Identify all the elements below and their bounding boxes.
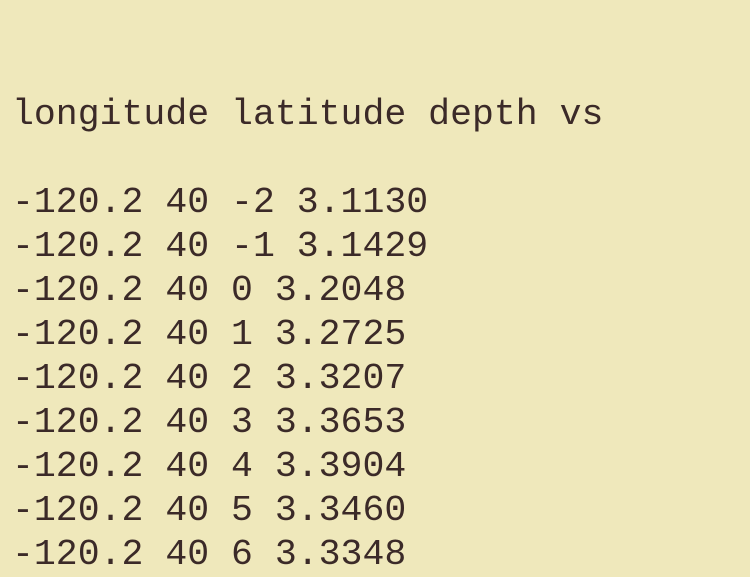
page: html, body { margin: 0; padding: 0; } bo… — [12, 94, 604, 575]
data-line: -120.2 40 -1 3.1429 — [12, 226, 429, 267]
terminal-output: longitude latitude depth vs -120.2 40 -2… — [12, 5, 603, 577]
header-line: longitude latitude depth vs — [12, 94, 604, 135]
data-line: -120.2 40 3 3.3653 — [12, 402, 407, 443]
terminal-screen: {"output": { "header": "longitude latitu… — [12, 94, 604, 575]
data-line: -120.2 40 2 3.3207 — [12, 358, 407, 399]
data-line: -120.2 40 1 3.2725 — [12, 314, 407, 355]
data-line: -120.2 40 6 3.3348 — [12, 534, 407, 575]
data-line: -120.2 40 0 3.2048 — [12, 270, 407, 311]
data-line: -120.2 40 5 3.3460 — [12, 490, 407, 531]
data-line: -120.2 40 -2 3.1130 — [12, 182, 429, 223]
